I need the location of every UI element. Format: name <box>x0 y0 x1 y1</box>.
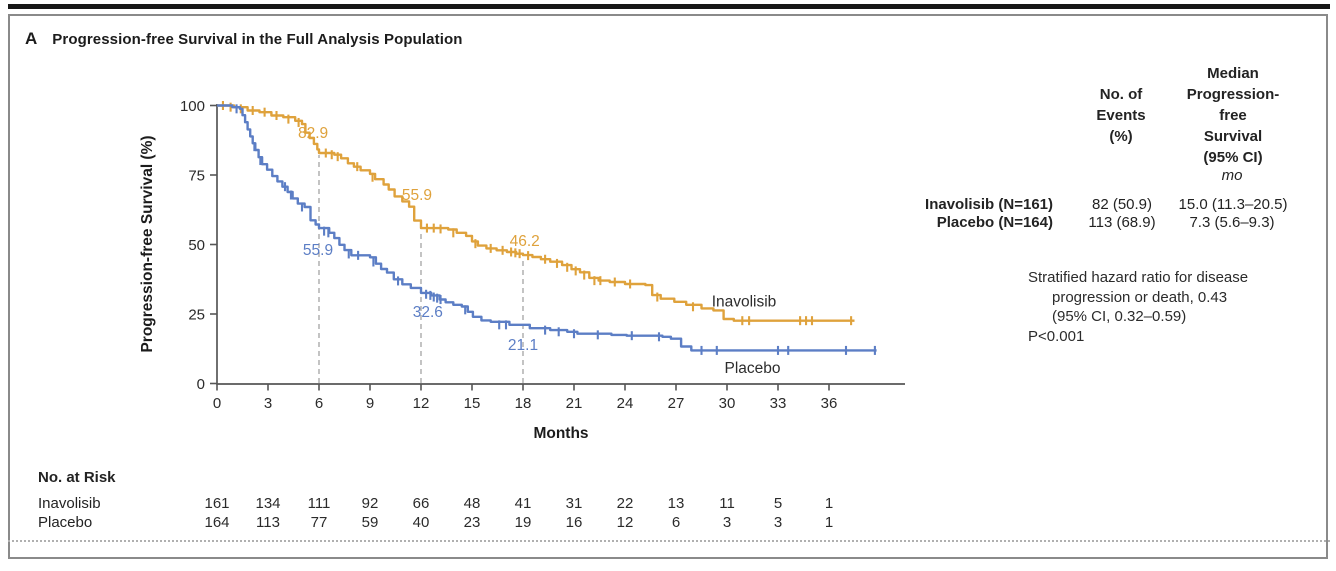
inavolisib-curve-label: Inavolisib <box>712 293 777 310</box>
panel-label: A <box>25 29 38 48</box>
x-tick-label: 6 <box>315 395 323 412</box>
x-tick-label: 9 <box>366 395 374 412</box>
x-tick-label: 30 <box>719 395 736 412</box>
risk-value: 66 <box>412 495 430 512</box>
x-axis-title: Months <box>533 425 588 442</box>
events-value-placebo: 113 (68.9) <box>1088 214 1156 231</box>
risk-value: 13 <box>667 495 685 512</box>
hazard-ratio-line: progression or death, 0.43 <box>1052 288 1228 306</box>
group-label-inavolisib: Inavolisib (N=161) <box>925 196 1053 213</box>
panel-title-row: A Progression-free Survival in the Full … <box>25 29 463 49</box>
placebo-rate-annotation: 55.9 <box>303 242 333 259</box>
risk-value: 113 <box>256 514 280 531</box>
y-tick-label: 50 <box>188 237 205 254</box>
risk-value: 12 <box>616 514 634 531</box>
placebo-rate-annotation: 32.6 <box>413 304 443 321</box>
median-value-inavolisib: 15.0 (11.3–20.5) <box>1178 196 1288 213</box>
risk-value: 22 <box>616 495 634 512</box>
hazard-ratio-line: (95% CI, 0.32–0.59) <box>1052 308 1187 325</box>
risk-value: 134 <box>255 495 281 512</box>
median-value-placebo: 7.3 (5.6–9.3) <box>1189 214 1275 231</box>
risk-value: 111 <box>307 495 331 512</box>
x-tick-label: 0 <box>213 395 221 412</box>
risk-value: 77 <box>310 514 328 531</box>
risk-row-label-inavolisib: Inavolisib <box>38 495 101 512</box>
x-tick-label: 33 <box>770 395 787 412</box>
risk-value: 23 <box>463 514 481 531</box>
risk-value: 16 <box>565 514 583 531</box>
y-axis-title: Progression-free Survival (%) <box>139 135 156 352</box>
risk-value: 3 <box>773 514 783 531</box>
risk-table-header: No. at Risk <box>38 469 116 486</box>
risk-value: 31 <box>565 495 583 512</box>
inavolisib-rate-annotation: 55.9 <box>402 187 432 204</box>
risk-value: 3 <box>722 514 732 531</box>
x-tick-label: 12 <box>413 395 430 412</box>
x-tick-label: 21 <box>566 395 583 412</box>
panel-title: Progression-free Survival in the Full An… <box>52 31 463 48</box>
risk-value: 59 <box>361 514 379 531</box>
risk-value: 5 <box>773 495 783 512</box>
group-label-placebo: Placebo (N=164) <box>936 214 1053 231</box>
risk-value: 92 <box>361 495 379 512</box>
risk-row-label-placebo: Placebo <box>38 514 93 531</box>
hazard-ratio-line: Stratified hazard ratio for disease <box>1028 269 1249 286</box>
placebo-rate-annotation: 21.1 <box>508 337 538 354</box>
bottom-dotted-separator <box>8 540 1330 542</box>
inavolisib-rate-annotation: 82.9 <box>298 125 328 142</box>
x-tick-label: 3 <box>264 395 272 412</box>
top-rule <box>8 4 1330 9</box>
risk-value: 1 <box>824 495 834 512</box>
p-value: P<0.001 <box>1028 327 1085 345</box>
risk-value: 19 <box>514 514 532 531</box>
risk-value: 1 <box>824 514 834 531</box>
y-tick-label: 100 <box>180 98 205 115</box>
placebo-curve-label: Placebo <box>724 360 780 377</box>
median-column-header: Median Progression-free Survival (95% CI… <box>1186 65 1280 166</box>
risk-value: 161 <box>204 495 230 512</box>
y-tick-label: 0 <box>197 376 205 393</box>
y-tick-label: 75 <box>188 168 205 185</box>
risk-value: 11 <box>719 495 735 512</box>
placebo-curve <box>217 104 877 352</box>
risk-value: 41 <box>514 495 532 512</box>
inavolisib-curve <box>217 104 855 322</box>
risk-value: 164 <box>204 514 230 531</box>
risk-value: 40 <box>412 514 430 531</box>
x-tick-label: 24 <box>617 395 634 412</box>
x-tick-label: 15 <box>464 395 481 412</box>
hazard-ratio-block: Stratified hazard ratio for disease prog… <box>1028 268 1248 346</box>
x-tick-label: 18 <box>515 395 532 412</box>
risk-value: 48 <box>463 495 481 512</box>
inavolisib-rate-annotation: 46.2 <box>510 233 540 250</box>
x-tick-label: 27 <box>668 395 685 412</box>
risk-value: 6 <box>671 514 681 531</box>
events-column-header: No. of Events (%) <box>1096 86 1146 145</box>
x-tick-label: 36 <box>821 395 838 412</box>
events-value-inavolisib: 82 (50.9) <box>1091 196 1153 213</box>
y-tick-label: 25 <box>188 307 205 324</box>
unit-label: mo <box>1221 167 1243 184</box>
